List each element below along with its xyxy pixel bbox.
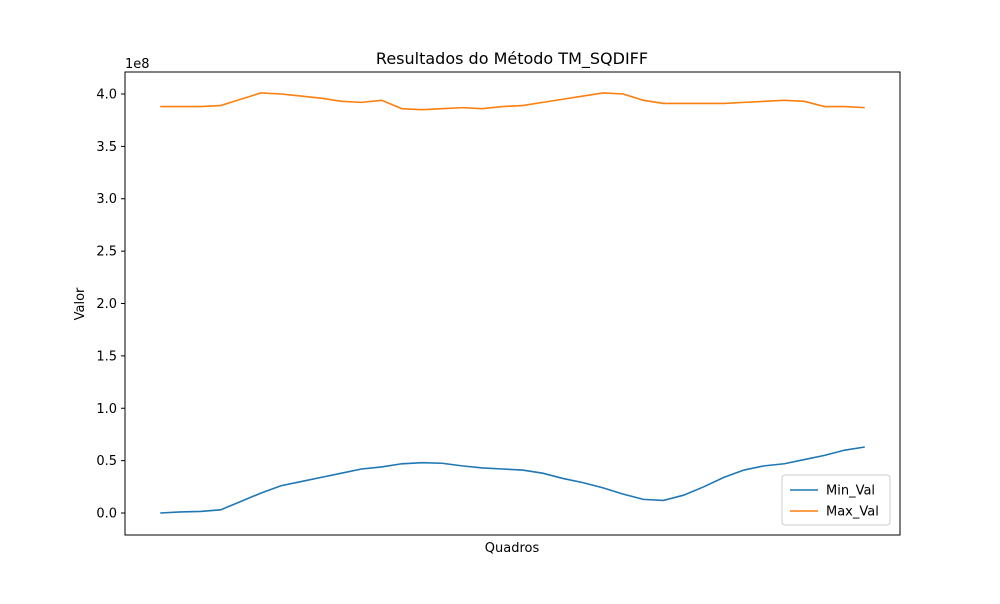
line-series — [160, 446, 865, 514]
y-tick-label: 3.5 — [96, 140, 117, 155]
y-tick-label: 1.5 — [96, 349, 117, 364]
y-offset-label: 1e8 — [125, 57, 150, 72]
y-axis-label: Valor — [73, 287, 88, 320]
legend-box — [781, 474, 891, 526]
y-tick-label: 4.0 — [96, 87, 117, 102]
legend-label: Min_Val — [826, 484, 875, 499]
plot-frame — [124, 71, 901, 536]
legend-label: Max_Val — [826, 505, 879, 520]
y-tick-label: 1.0 — [96, 402, 117, 417]
line-series — [160, 92, 865, 111]
x-axis-label: Quadros — [485, 541, 540, 556]
y-tick-label: 2.0 — [96, 297, 117, 312]
y-tick-label: 2.5 — [96, 245, 117, 260]
y-tick-label: 3.0 — [96, 192, 117, 207]
y-tick-label: 0.5 — [96, 454, 117, 469]
chart-title: Resultados do Método TM_SQDIFF — [376, 49, 648, 69]
y-tick-label: 0.0 — [96, 507, 117, 522]
